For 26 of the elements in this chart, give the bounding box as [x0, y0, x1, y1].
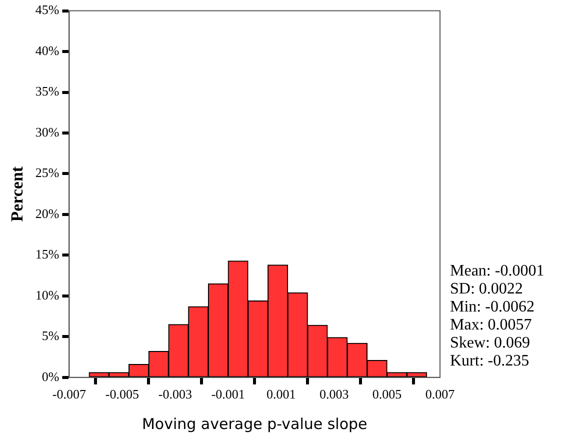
y-tick-label: 45%	[35, 2, 60, 18]
text: SD: 0.0022	[450, 280, 523, 298]
x-tick-label: 0.003	[319, 386, 349, 402]
x-tick-label: -0.007	[52, 386, 87, 402]
y-tick-label: 40%	[35, 42, 60, 58]
x-tick-label: 0.007	[425, 386, 456, 402]
x-tick-label: 0.001	[266, 386, 296, 402]
text: Kurt: -0.235	[450, 352, 530, 370]
y-tick-label: 15%	[35, 246, 60, 262]
x-axis-title: Moving average p-value slope	[142, 414, 368, 433]
x-tick-label: -0.001	[211, 386, 245, 402]
y-tick-label: 20%	[35, 206, 60, 221]
y-tick-label: 5%	[42, 328, 60, 344]
y-axis-title: Percent	[8, 166, 27, 222]
y-tick-label: 30%	[35, 124, 60, 140]
y-tick-label: 0%	[42, 368, 60, 384]
x-tick-label: -0.005	[105, 386, 139, 402]
text: Mean: -0.0001	[450, 262, 544, 280]
text: Max: 0.0057	[450, 316, 532, 334]
y-tick-label: 25%	[35, 165, 60, 180]
text: Skew: 0.069	[450, 334, 530, 352]
y-tick-label: 35%	[35, 84, 60, 99]
y-tick-label: 10%	[35, 287, 60, 302]
text: Min: -0.0062	[450, 298, 534, 316]
x-tick-label: 0.005	[372, 386, 402, 402]
x-tick-label: -0.003	[158, 386, 192, 402]
